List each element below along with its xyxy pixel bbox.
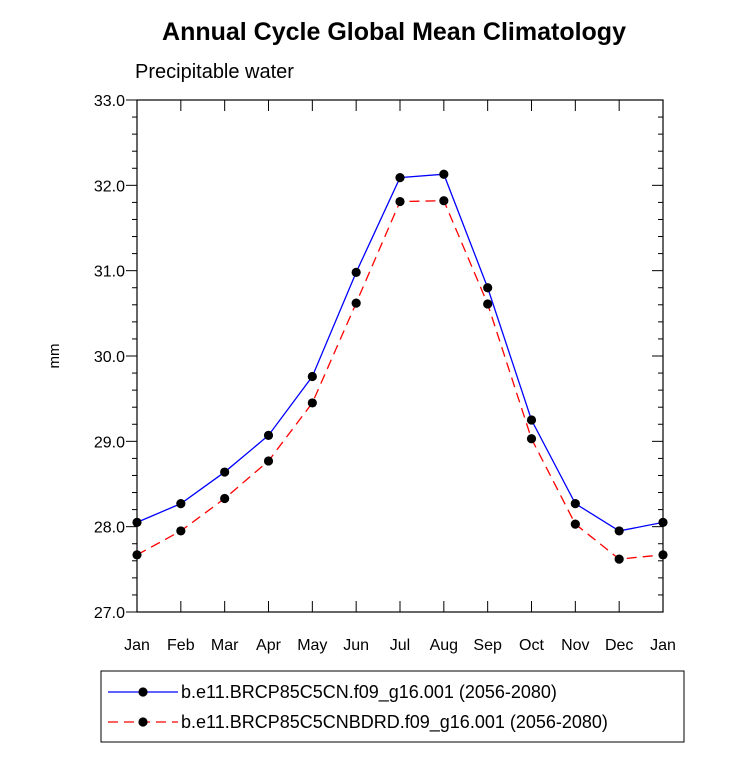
series-1-point	[220, 467, 230, 477]
series-2-point	[658, 550, 668, 560]
chart-title: Annual Cycle Global Mean Climatology	[162, 18, 626, 46]
series-1-point	[483, 283, 493, 293]
series-1-point	[614, 526, 624, 536]
y-tick-label: 29.0	[94, 434, 125, 451]
y-tick-label: 33.0	[94, 93, 125, 110]
x-tick-label: Nov	[561, 637, 589, 654]
x-tick-label: Jun	[343, 637, 369, 654]
series-1-point	[570, 499, 580, 509]
legend-label-2: b.e11.BRCP85C5CNBDRD.f09_g16.001 (2056-2…	[181, 712, 608, 733]
x-tick-label: Dec	[605, 637, 633, 654]
series-1-point	[395, 173, 405, 183]
series-2-point	[526, 434, 537, 444]
y-tick-label: 28.0	[94, 520, 125, 537]
series-2-point	[483, 299, 493, 309]
x-tick-label: Oct	[519, 637, 544, 654]
series-2-point	[307, 398, 317, 408]
y-axis-label: mm	[46, 344, 63, 369]
series-1-point	[132, 517, 142, 528]
series-group	[132, 169, 668, 564]
x-tick-label: Sep	[473, 637, 502, 654]
series-line-1	[136, 173, 664, 532]
legend: b.e11.BRCP85C5CN.f09_g16.001 (2056-2080)…	[108, 682, 608, 733]
x-tick-labels: Jan Feb Mar Apr May Jun Jul Aug Sep Oct Nov Dec Jan	[124, 637, 676, 654]
series-1-point	[263, 430, 274, 440]
series-2-point	[263, 456, 274, 466]
series-2-point	[220, 493, 230, 504]
y-tick-labels: 27.0 28.0 29.0 30.0 31.0 32.0 33.0	[94, 93, 125, 622]
x-tick-label: Feb	[167, 637, 195, 654]
series-2-point	[614, 554, 624, 564]
y-tick-label: 30.0	[94, 349, 125, 366]
x-tick-label: May	[297, 637, 327, 654]
x-tick-label: Mar	[211, 637, 239, 654]
legend-box	[100, 670, 685, 743]
legend-label-1: b.e11.BRCP85C5CN.f09_g16.001 (2056-2080)	[181, 682, 557, 703]
series-2-point	[351, 298, 361, 308]
legend-marker-1	[138, 687, 148, 697]
series-2-point	[570, 519, 580, 529]
y-tick-label: 31.0	[94, 264, 125, 281]
x-tick-label: Jul	[390, 637, 410, 654]
axis-ticks	[126, 99, 664, 613]
series-2-point	[395, 196, 405, 207]
series-1-point	[351, 267, 361, 277]
series-1-point	[658, 517, 668, 528]
y-tick-label: 32.0	[94, 178, 125, 195]
series-2-point	[176, 526, 186, 536]
series-line-2	[136, 200, 664, 560]
y-tick-label: 27.0	[94, 605, 125, 622]
x-tick-label: Jan	[124, 637, 150, 654]
series-2-point	[439, 196, 449, 206]
series-1-point	[439, 169, 449, 179]
x-tick-label: Apr	[256, 637, 282, 654]
series-2-point	[132, 550, 142, 560]
x-tick-label: Aug	[430, 637, 458, 654]
series-1-point	[526, 415, 537, 425]
chart-subtitle: Precipitable water	[135, 61, 294, 83]
x-tick-label: Jan	[650, 637, 676, 654]
series-1-point	[307, 371, 317, 382]
series-1-point	[176, 499, 186, 509]
legend-marker-2	[138, 717, 148, 727]
